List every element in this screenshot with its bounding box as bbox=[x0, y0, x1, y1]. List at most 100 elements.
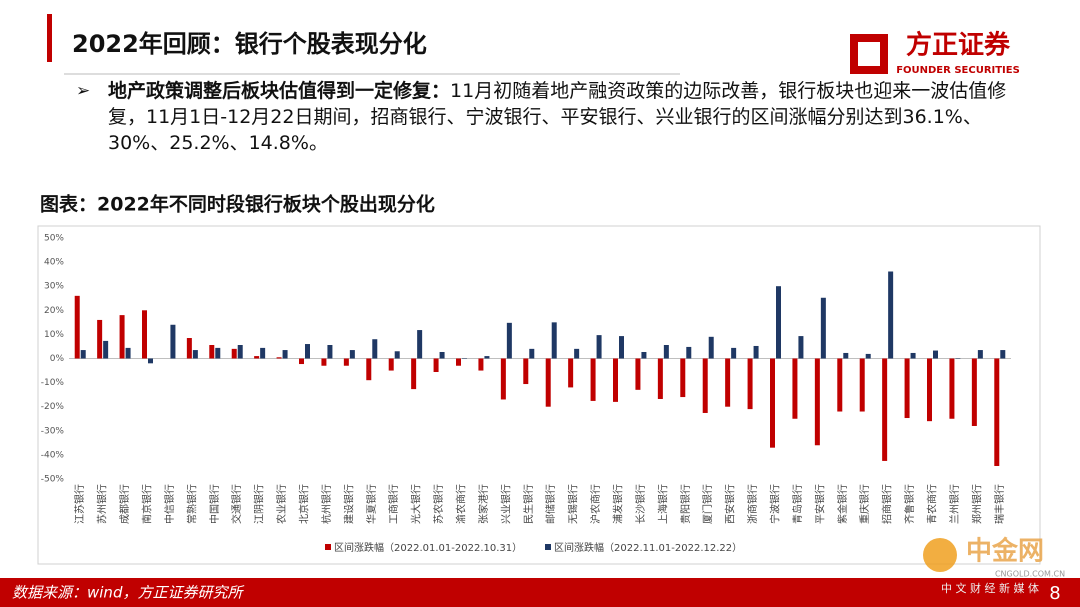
x-tick-label: 渝农商行 bbox=[455, 484, 468, 524]
bar bbox=[596, 335, 602, 359]
x-tick-label: 南京银行 bbox=[141, 484, 154, 524]
bar bbox=[994, 358, 1000, 466]
bullet-body: 11月初随着地产融资政策的边际改善，银行板块也迎来一波估值修复，11月1日-12… bbox=[108, 80, 1007, 154]
bar bbox=[590, 358, 596, 401]
x-tick-label: 江阴银行 bbox=[253, 484, 266, 524]
bar bbox=[641, 351, 647, 359]
bar bbox=[731, 347, 737, 359]
legend-swatch bbox=[325, 544, 331, 550]
x-tick-label: 重庆银行 bbox=[858, 484, 871, 524]
bar bbox=[186, 338, 192, 359]
bar bbox=[305, 344, 310, 359]
bar bbox=[237, 345, 243, 359]
bullet-marker: ➢ bbox=[76, 81, 91, 101]
x-tick-label: 北京银行 bbox=[298, 484, 311, 524]
x-tick-label: 苏州银行 bbox=[96, 484, 109, 524]
x-tick-label: 苏农银行 bbox=[432, 484, 445, 524]
bar bbox=[327, 345, 333, 359]
x-tick-label: 工商银行 bbox=[387, 484, 400, 524]
bar bbox=[708, 336, 714, 359]
bar bbox=[843, 352, 849, 359]
chart-title: 图表：2022年不同时段银行板块个股出现分化 bbox=[40, 193, 435, 216]
x-tick-label: 平安银行 bbox=[813, 484, 826, 524]
bar bbox=[433, 358, 439, 372]
chart-frame bbox=[37, 225, 1041, 565]
bar bbox=[148, 358, 153, 364]
bar bbox=[260, 347, 266, 359]
x-tick-label: 长沙银行 bbox=[634, 484, 647, 524]
bar bbox=[686, 346, 692, 359]
bar bbox=[619, 336, 624, 359]
y-tick-label: 40% bbox=[44, 258, 64, 268]
x-tick-label: 交通银行 bbox=[230, 484, 243, 524]
x-tick-label: 江苏银行 bbox=[73, 484, 86, 524]
x-tick-label: 浙商银行 bbox=[746, 484, 759, 524]
y-tick-label: 0% bbox=[50, 354, 65, 364]
bar bbox=[568, 358, 574, 388]
bar bbox=[927, 358, 932, 422]
bar bbox=[192, 350, 198, 359]
bar bbox=[506, 322, 512, 359]
bar bbox=[170, 324, 176, 359]
x-tick-label: 浦发银行 bbox=[612, 484, 625, 524]
bar bbox=[209, 345, 215, 359]
x-tick-label: 光大银行 bbox=[410, 484, 423, 524]
bar bbox=[523, 358, 529, 385]
bar bbox=[753, 345, 759, 359]
bullet-text: 地产政策调整后板块估值得到一定修复：11月初随着地产融资政策的边际改善，银行板块… bbox=[108, 78, 1043, 156]
y-tick-label: -10% bbox=[41, 378, 65, 388]
watermark-url: CNGOLD.COM.CN bbox=[995, 570, 1065, 579]
bar bbox=[865, 353, 871, 359]
x-tick-label: 齐鲁银行 bbox=[903, 484, 916, 524]
x-tick-label: 沪农商行 bbox=[589, 484, 602, 524]
bar bbox=[439, 351, 445, 359]
bar bbox=[282, 350, 288, 359]
bullet-bold: 地产政策调整后板块估值得到一定修复： bbox=[108, 80, 451, 102]
bar bbox=[215, 347, 221, 359]
bar bbox=[484, 356, 490, 359]
logo-icon bbox=[850, 34, 888, 74]
x-tick-label: 青岛银行 bbox=[791, 484, 804, 524]
x-tick-label: 上海银行 bbox=[656, 484, 669, 524]
x-tick-label: 中国银行 bbox=[208, 484, 221, 524]
x-tick-label: 成都银行 bbox=[118, 484, 131, 524]
y-tick-label: -50% bbox=[41, 475, 65, 485]
bar bbox=[103, 340, 109, 359]
x-tick-label: 兴业银行 bbox=[499, 484, 512, 524]
footer-source: 数据来源：wind，方正证券研究所 bbox=[12, 584, 244, 602]
bar bbox=[798, 336, 804, 359]
x-tick-label: 建设银行 bbox=[342, 484, 355, 524]
x-tick-label: 杭州银行 bbox=[320, 484, 333, 524]
bar bbox=[119, 315, 125, 359]
x-tick-label: 兰州银行 bbox=[948, 484, 961, 524]
bar bbox=[366, 358, 372, 381]
bar bbox=[657, 358, 663, 399]
bar bbox=[702, 358, 708, 413]
bar bbox=[747, 358, 753, 410]
x-tick-label: 宁波银行 bbox=[769, 484, 782, 524]
bar bbox=[977, 350, 983, 359]
x-tick-label: 贵阳银行 bbox=[679, 484, 692, 524]
bar bbox=[545, 358, 551, 407]
x-tick-label: 张家港行 bbox=[477, 484, 490, 524]
bar bbox=[500, 358, 506, 400]
x-tick-label: 中信银行 bbox=[163, 484, 176, 524]
x-tick-label: 郑州银行 bbox=[970, 484, 983, 524]
bar bbox=[80, 350, 86, 359]
y-tick-label: 50% bbox=[44, 234, 64, 244]
bar bbox=[276, 357, 282, 359]
bar bbox=[142, 310, 147, 359]
x-tick-label: 紫金银行 bbox=[836, 484, 849, 524]
watermark-icon bbox=[923, 538, 957, 572]
x-tick-label: 华夏银行 bbox=[365, 484, 378, 524]
bar bbox=[231, 348, 237, 359]
x-tick-label: 无锡银行 bbox=[567, 484, 580, 524]
bar bbox=[859, 358, 865, 412]
bar bbox=[1000, 350, 1006, 359]
bar bbox=[254, 356, 260, 359]
watermark: 中金网 bbox=[966, 536, 1044, 567]
legend-swatch bbox=[545, 544, 551, 550]
logo-english: FOUNDER SECURITIES bbox=[896, 65, 1020, 76]
